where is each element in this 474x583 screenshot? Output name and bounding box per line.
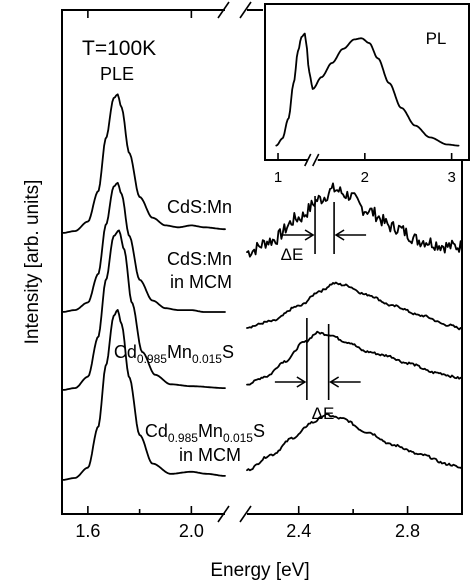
inset-break-slash	[304, 153, 312, 167]
series-label-s1: CdS:Mn	[167, 197, 232, 217]
inset-plot: PL 1 2 3	[263, 3, 470, 186]
formula-sub2: 0.015	[223, 431, 253, 445]
temperature-label: T=100K	[82, 37, 156, 60]
delta-e-1-left-arrowhead	[304, 229, 315, 241]
ple-trace-s1	[61, 93, 226, 234]
break-slash-bottom	[239, 505, 252, 523]
break-slash-top	[239, 1, 252, 19]
delta-e-2-right-arrowhead	[329, 376, 340, 388]
delta-e-2-left-arrowhead	[296, 376, 307, 388]
ple-trace-s4	[61, 309, 226, 481]
x-axis-label: Energy [eV]	[210, 560, 309, 581]
x-tick-label: 1.6	[75, 521, 100, 541]
break-slash-top	[217, 1, 230, 19]
inset-x-tick-label: 1	[274, 169, 282, 186]
pl-trace-s4	[246, 413, 463, 472]
delta-e-label-2: ΔE	[312, 404, 335, 423]
delta-e-markers	[274, 196, 367, 400]
ple-trace-s3	[61, 229, 226, 391]
inset-label: PL	[426, 29, 447, 48]
pl-trace-s2	[246, 281, 463, 331]
formula-sub2: 0.015	[192, 352, 222, 366]
ple-trace-s2	[61, 181, 226, 313]
inset-break-mask	[307, 156, 318, 164]
series-label-s4-line2: in MCM	[179, 445, 241, 465]
series-label-s4-formula: Cd0.985Mn0.015S	[145, 421, 265, 445]
y-axis-label: Intensity [arb. units]	[22, 180, 43, 345]
inset-x-tick-label: 3	[447, 169, 455, 186]
series-label-s4: Cd0.985Mn0.015S in MCM	[145, 421, 265, 465]
formula-s: S	[222, 342, 234, 362]
formula-mn: Mn	[167, 342, 192, 362]
delta-e-label-1: ΔE	[281, 245, 304, 264]
x-tick-label: 2.0	[179, 521, 204, 541]
ple-label: PLE	[100, 64, 134, 84]
plot-frame	[61, 9, 463, 515]
series-label-s3-formula: Cd0.985Mn0.015S	[114, 342, 234, 366]
inset-break-slash	[312, 153, 320, 167]
inset-frame	[264, 3, 470, 161]
formula-cd: Cd	[145, 421, 168, 441]
break-slash-bottom	[217, 505, 230, 523]
delta-e-1-right-arrowhead	[334, 229, 345, 241]
formula-cd: Cd	[114, 342, 137, 362]
formula-sub1: 0.985	[137, 352, 167, 366]
traces-group	[61, 93, 463, 481]
x-tick-label: 2.8	[395, 521, 420, 541]
formula-sub1: 0.985	[168, 431, 198, 445]
formula-mn: Mn	[198, 421, 223, 441]
axis-break-mask	[225, 500, 247, 530]
main-plot: 1.6 2.0 2.4 2.8	[61, 0, 463, 541]
x-axis-ticks: 1.6 2.0 2.4 2.8	[75, 10, 420, 541]
series-label-s1-line1: CdS:Mn	[167, 197, 232, 217]
pl-trace-s1	[246, 182, 463, 258]
axis-break-marks	[217, 1, 252, 523]
inset-pl-trace	[275, 32, 460, 147]
x-tick-label: 2.4	[286, 521, 311, 541]
series-label-s2: CdS:Mn in MCM	[167, 249, 232, 292]
series-label-s2-line2: in MCM	[170, 272, 232, 292]
formula-s: S	[253, 421, 265, 441]
series-label-s3: Cd0.985Mn0.015S	[114, 342, 234, 366]
inset-x-ticks: 1 2 3	[274, 153, 456, 186]
inset-x-tick-label: 2	[361, 169, 369, 186]
inset-trace-group	[275, 32, 460, 147]
pl-trace-s3	[246, 330, 463, 386]
series-label-s2-line1: CdS:Mn	[167, 249, 232, 269]
inset-background	[263, 3, 469, 161]
